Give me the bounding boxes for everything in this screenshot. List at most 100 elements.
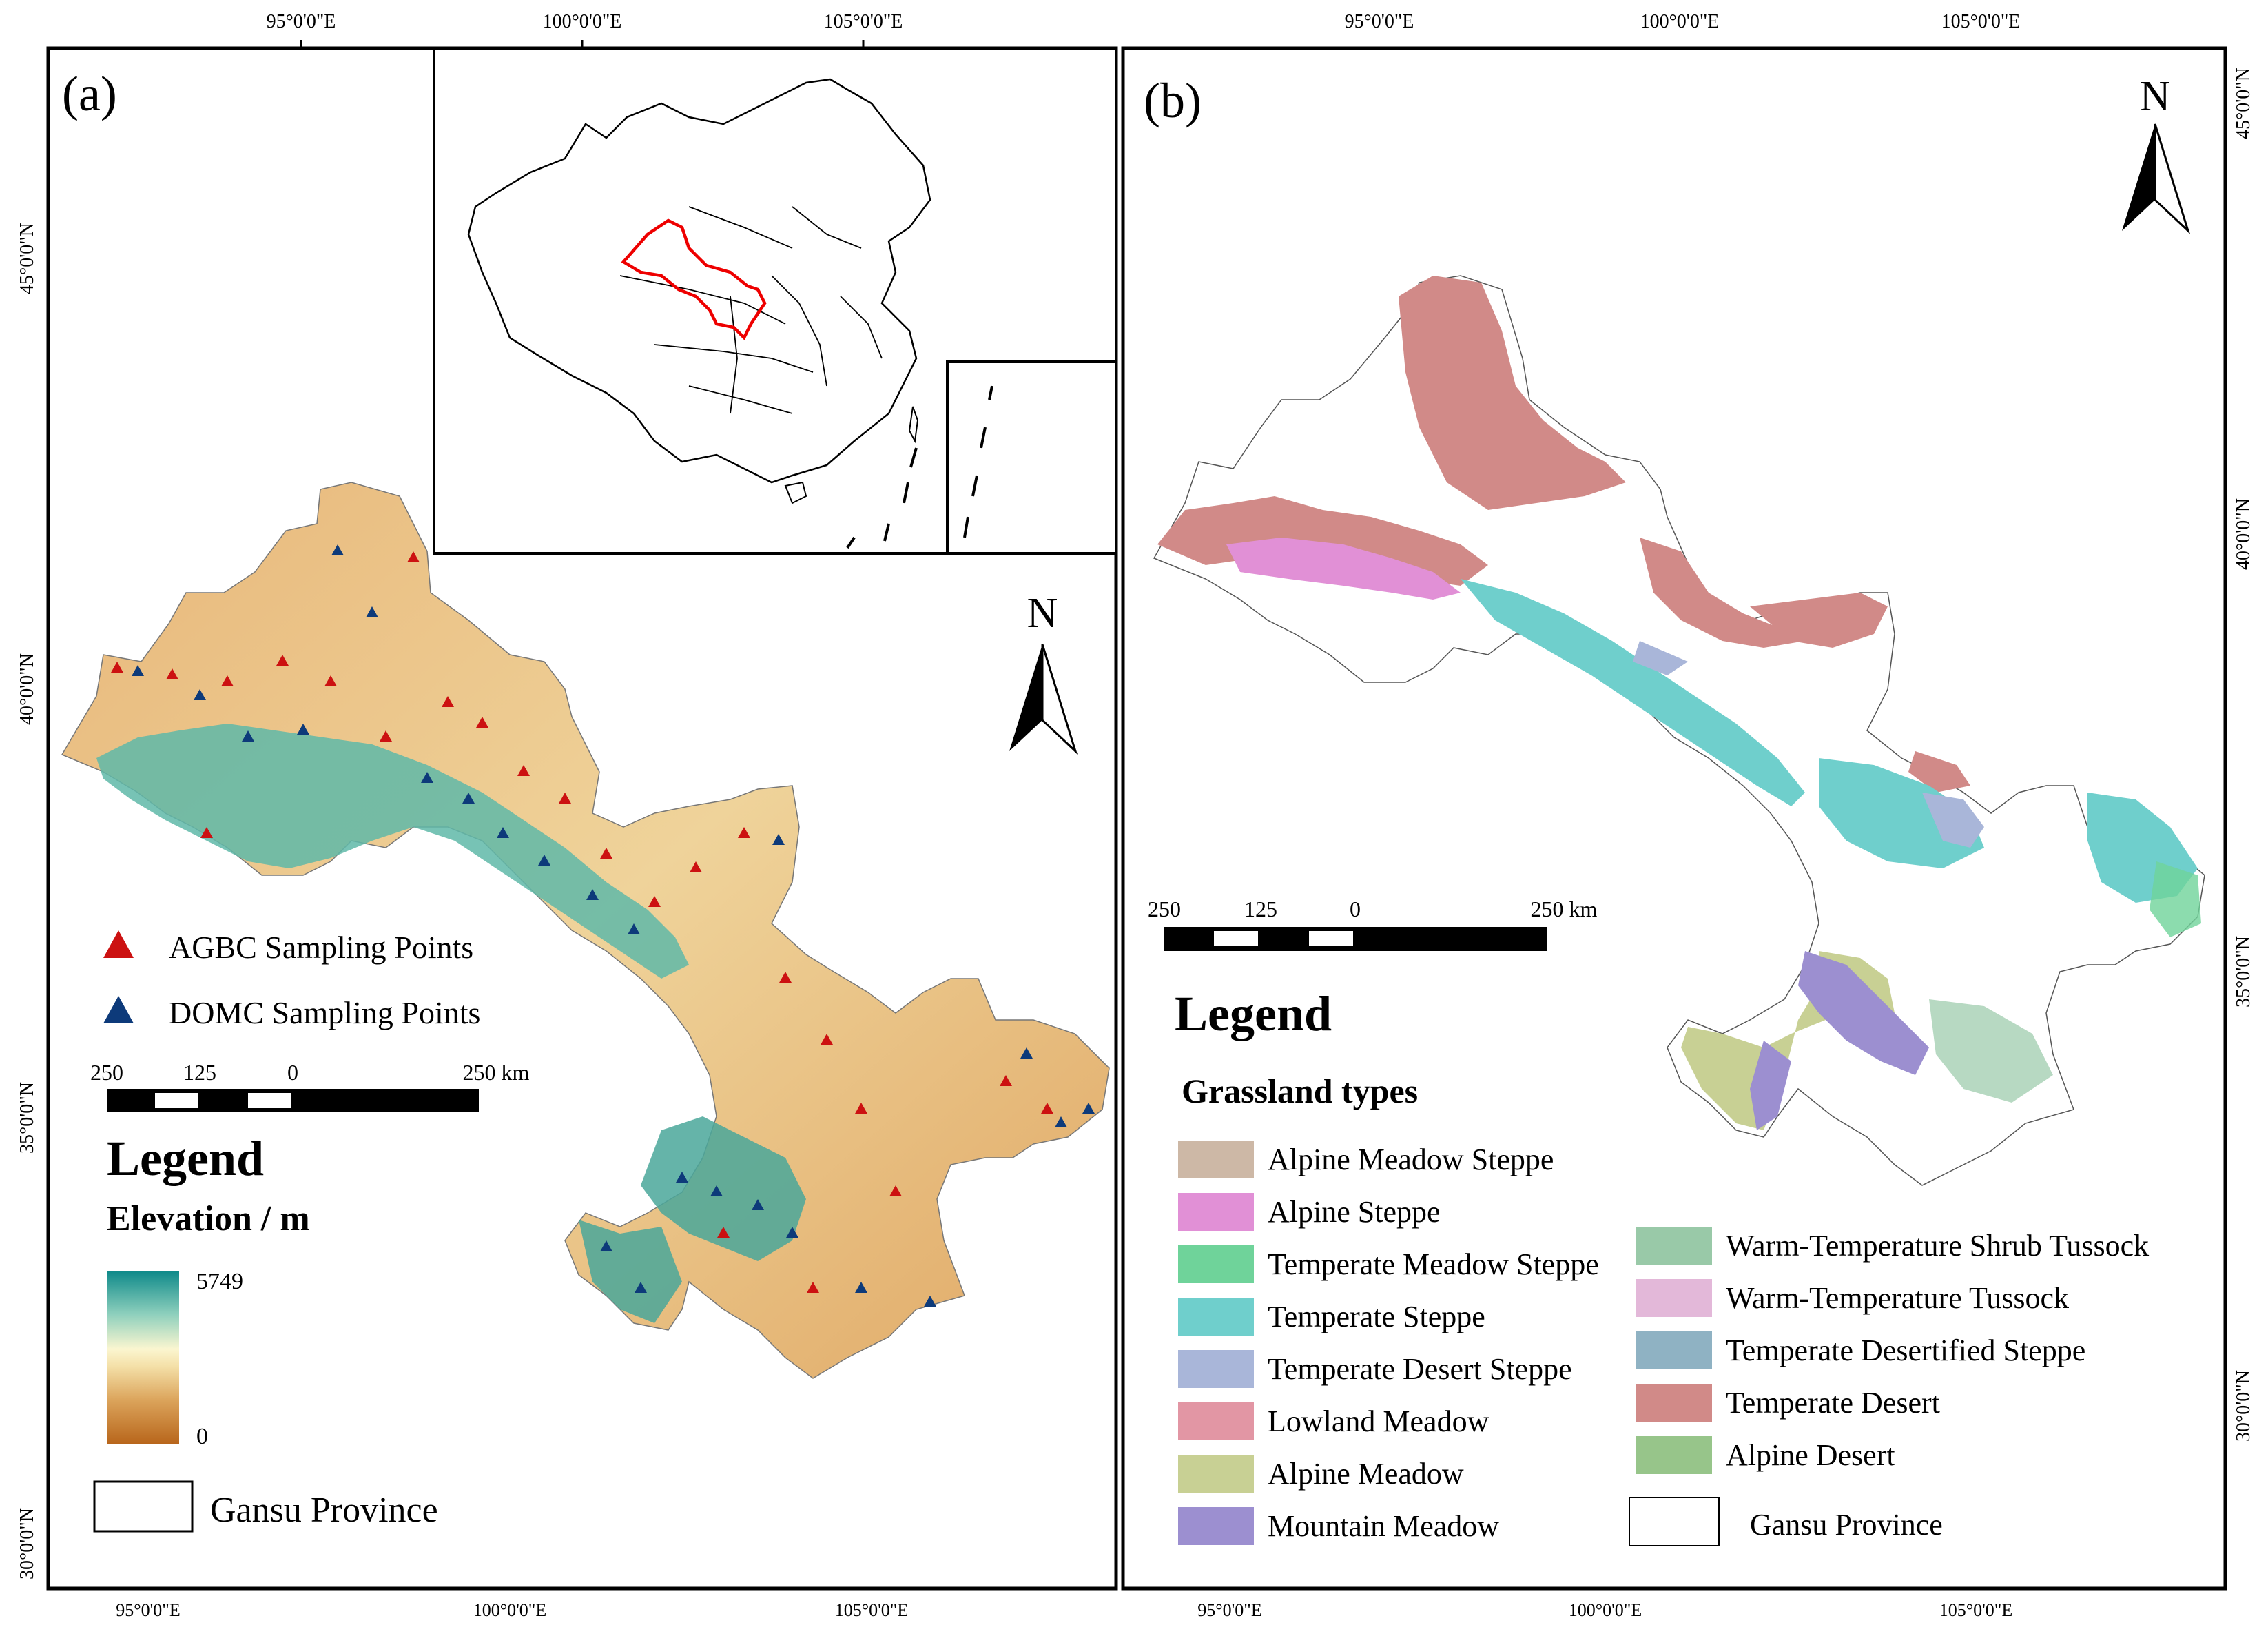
panel-b-top-tick: 100°0'0"E bbox=[1640, 11, 1720, 32]
scale-label: 250 km bbox=[463, 1060, 530, 1085]
agbc-point bbox=[276, 655, 289, 666]
north-arrow-label: N bbox=[1027, 590, 1058, 637]
gansu-province-shape-a bbox=[61, 482, 1110, 1379]
province-lines bbox=[619, 206, 883, 414]
agbc-point bbox=[779, 972, 792, 983]
domc-point bbox=[194, 689, 206, 700]
nine-dash-line bbox=[846, 385, 993, 549]
warm-temperate-shrub bbox=[1929, 999, 2053, 1103]
north-arrow-b: N bbox=[2122, 73, 2191, 234]
grassland-swatch bbox=[1178, 1350, 1254, 1388]
panel-a-top-tick: 100°0'0"E bbox=[543, 11, 622, 32]
agbc-point bbox=[166, 668, 178, 679]
agbc-point bbox=[855, 1103, 867, 1114]
temperate-desert-east bbox=[1750, 593, 1970, 793]
grassland-legend-col1: Alpine Meadow Steppe Alpine Steppe Tempera… bbox=[1178, 1141, 1599, 1545]
panel-b-right-tick: 45°0'0"N bbox=[2233, 68, 2254, 139]
panel-b-label: (b) bbox=[1144, 73, 1202, 128]
mountain-meadow-south bbox=[1750, 951, 1929, 1130]
grassland-swatch bbox=[1178, 1402, 1254, 1440]
agbc-point bbox=[559, 793, 571, 804]
grassland-label: Alpine Meadow Steppe bbox=[1268, 1143, 1554, 1176]
panel-b-top-tick: 95°0'0"E bbox=[1345, 11, 1414, 32]
grassland-swatch bbox=[1178, 1245, 1254, 1283]
temperate-desert-steppe bbox=[1633, 641, 1984, 848]
panel-a-left-tick: 30°0'0"N bbox=[17, 1508, 38, 1580]
panel-a-bottom-tick: 95°0'0"E bbox=[116, 1600, 181, 1620]
scale-label: 125 bbox=[183, 1060, 216, 1085]
grassland-label: Temperate Meadow Steppe bbox=[1268, 1247, 1599, 1281]
panel-a-bottom-ticks: 95°0'0"E 100°0'0"E 105°0'0"E bbox=[116, 1600, 908, 1620]
agbc-point bbox=[324, 675, 337, 686]
agbc-point bbox=[648, 896, 661, 907]
domc-point bbox=[1020, 1047, 1033, 1059]
domc-point bbox=[538, 855, 550, 866]
gansu-elevation-map bbox=[61, 482, 1110, 1379]
agbc-point bbox=[1041, 1103, 1053, 1114]
agbc-point bbox=[717, 1227, 730, 1238]
panel-a-left-tick: 45°0'0"N bbox=[17, 223, 38, 294]
gansu-highlight bbox=[621, 218, 767, 340]
domc-point bbox=[242, 730, 254, 742]
province-legend-swatch-b bbox=[1629, 1497, 1720, 1546]
grassland-swatch bbox=[1178, 1193, 1254, 1231]
grassland-label: Warm-Temperature Shrub Tussock bbox=[1726, 1229, 2149, 1263]
scale-label: 250 bbox=[1148, 897, 1181, 921]
legend-title-b: Legend bbox=[1175, 986, 1332, 1041]
legend-title-a: Legend bbox=[107, 1131, 264, 1186]
panel-b-bottom-ticks: 95°0'0"E 100°0'0"E 105°0'0"E bbox=[1197, 1600, 2012, 1620]
panel-b-right-tick: 30°0'0"N bbox=[2233, 1370, 2254, 1442]
domc-point bbox=[635, 1282, 647, 1293]
temperate-desert-mid bbox=[1640, 538, 1805, 648]
elevation-min-label: 0 bbox=[196, 1424, 208, 1449]
agbc-point bbox=[889, 1185, 902, 1196]
panel-b-right-tick: 40°0'0"N bbox=[2233, 498, 2254, 570]
panel-b-bottom-tick: 105°0'0"E bbox=[1939, 1600, 2013, 1620]
domc-point bbox=[366, 606, 378, 617]
domc-point bbox=[676, 1172, 688, 1183]
scale-bar-b: 250 125 0 250 km bbox=[1148, 897, 1598, 951]
taiwan-island bbox=[908, 406, 919, 444]
agbc-sampling-points bbox=[111, 551, 1053, 1293]
panel-b-top-ticks: 95°0'0"E 100°0'0"E 105°0'0"E bbox=[1345, 11, 2021, 32]
southern-highland-zone bbox=[579, 1116, 806, 1323]
north-arrow-a: N bbox=[1009, 590, 1078, 755]
panel-b-top-tick: 105°0'0"E bbox=[1941, 11, 2021, 32]
panel-b-right-ticks: 45°0'0"N 40°0'0"N 35°0'0"N 30°0'0"N bbox=[2233, 68, 2254, 1442]
panel-a: (a) 95°0'0"E 100°0'0"E 105°0'0"E 95°0'0"… bbox=[17, 11, 1118, 1620]
panel-b-right-tick: 35°0'0"N bbox=[2233, 936, 2254, 1008]
scale-bar-a: 250 125 0 250 km bbox=[90, 1060, 530, 1112]
grassland-label: Lowland Meadow bbox=[1268, 1404, 1489, 1438]
south-china-sea-inset bbox=[946, 360, 1117, 555]
scale-label: 0 bbox=[287, 1060, 298, 1085]
grassland-label: Mountain Meadow bbox=[1268, 1509, 1499, 1543]
panel-a-left-tick: 40°0'0"N bbox=[17, 653, 38, 725]
panel-a-bottom-tick: 100°0'0"E bbox=[473, 1600, 547, 1620]
elevation-title: Elevation / m bbox=[107, 1199, 310, 1238]
sampling-legend: AGBC Sampling Points DOMC Sampling Point… bbox=[103, 930, 480, 1030]
alpine-steppe-strip bbox=[1226, 538, 1461, 600]
agbc-point bbox=[476, 717, 488, 728]
domc-point bbox=[772, 834, 785, 845]
grassland-swatch bbox=[1178, 1455, 1254, 1493]
elevation-legend: Legend Elevation / m 5749 0 Gansu Provin… bbox=[93, 1131, 438, 1533]
grassland-label: Temperate Steppe bbox=[1268, 1300, 1485, 1333]
domc-point bbox=[586, 889, 599, 900]
grassland-types-title: Grassland types bbox=[1182, 1072, 1418, 1110]
domc-point bbox=[786, 1227, 798, 1238]
agbc-point bbox=[200, 827, 213, 838]
qilian-mountain-zone bbox=[96, 724, 689, 979]
domc-point bbox=[462, 793, 475, 804]
panel-a-top-ticks: 95°0'0"E 100°0'0"E 105°0'0"E bbox=[267, 11, 903, 48]
grassland-legend: Legend Grassland types Alpine Meadow Ste… bbox=[1175, 986, 2149, 1546]
grassland-swatch bbox=[1636, 1227, 1712, 1265]
china-inset-map bbox=[433, 47, 1117, 555]
elevation-ramp bbox=[107, 1271, 179, 1444]
domc-point bbox=[1055, 1116, 1067, 1127]
panel-b-bottom-tick: 95°0'0"E bbox=[1197, 1600, 1262, 1620]
agbc-point bbox=[380, 730, 392, 742]
domc-point bbox=[297, 724, 309, 735]
agbc-point bbox=[407, 551, 420, 562]
grassland-swatch bbox=[1636, 1331, 1712, 1369]
domc-sampling-points bbox=[132, 544, 1095, 1307]
